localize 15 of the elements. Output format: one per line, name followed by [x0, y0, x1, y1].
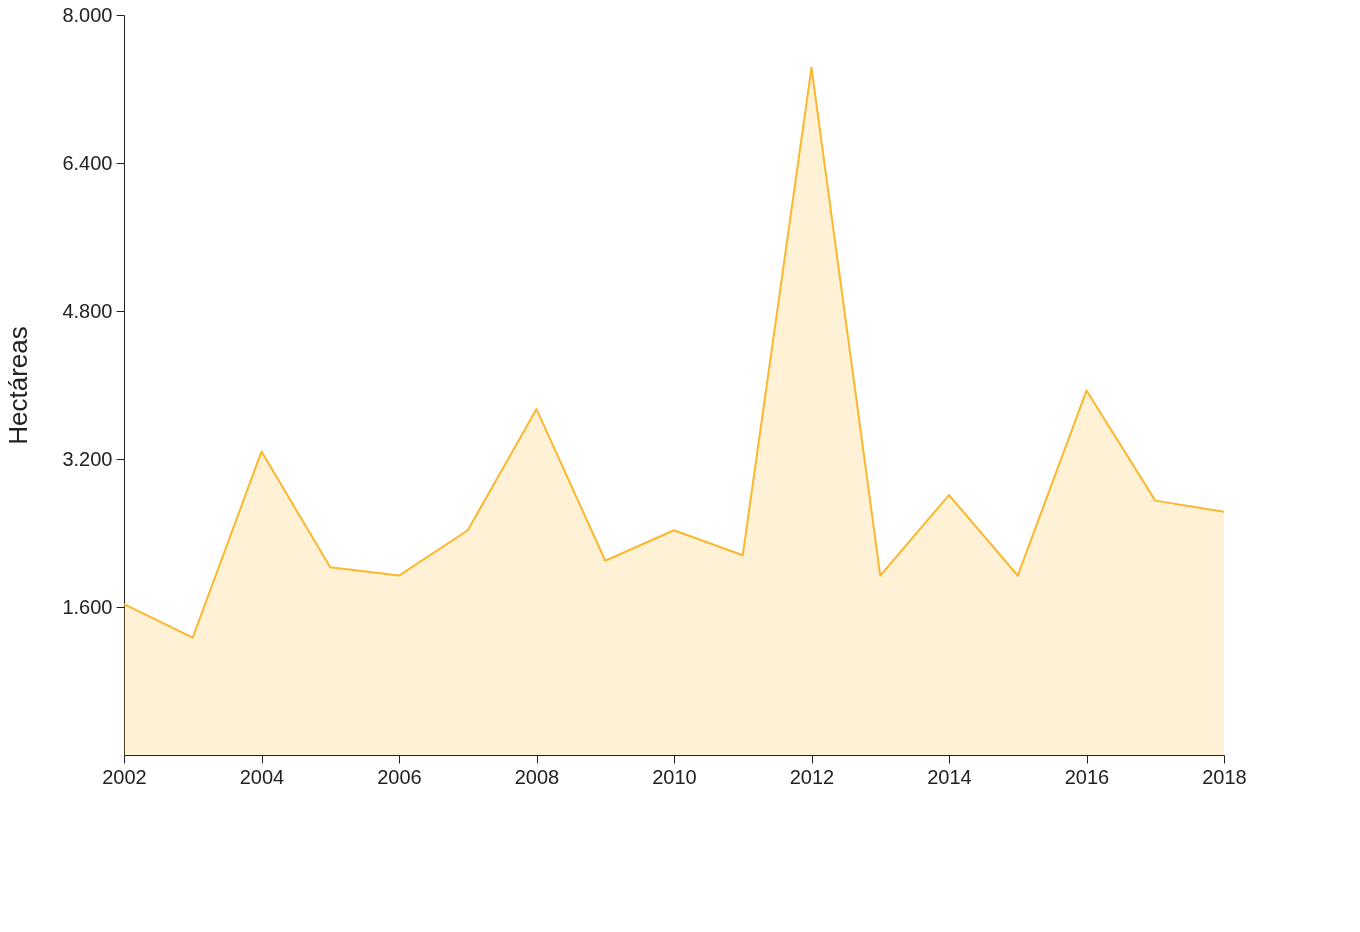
x-tick-label: 2004: [239, 765, 285, 788]
x-tick-label: 2018: [1202, 765, 1247, 788]
x-tick-label: 2010: [652, 765, 697, 788]
y-tick-label: 8.000: [62, 3, 113, 26]
x-tick-label: 2016: [1064, 765, 1110, 788]
x-tick-label: 2002: [102, 765, 147, 788]
x-tick-label: 2006: [377, 765, 422, 788]
y-tick-label: 6.400: [62, 151, 113, 174]
y-tick-label: 4.800: [62, 299, 113, 322]
x-tick-label: 2008: [514, 765, 560, 788]
x-tick-label: 2014: [927, 765, 972, 788]
y-axis-title: Hectáreas: [3, 326, 34, 445]
y-tick-label: 3.200: [62, 447, 113, 470]
y-tick-label: 1.600: [62, 595, 113, 618]
x-tick-label: 2012: [789, 765, 835, 788]
